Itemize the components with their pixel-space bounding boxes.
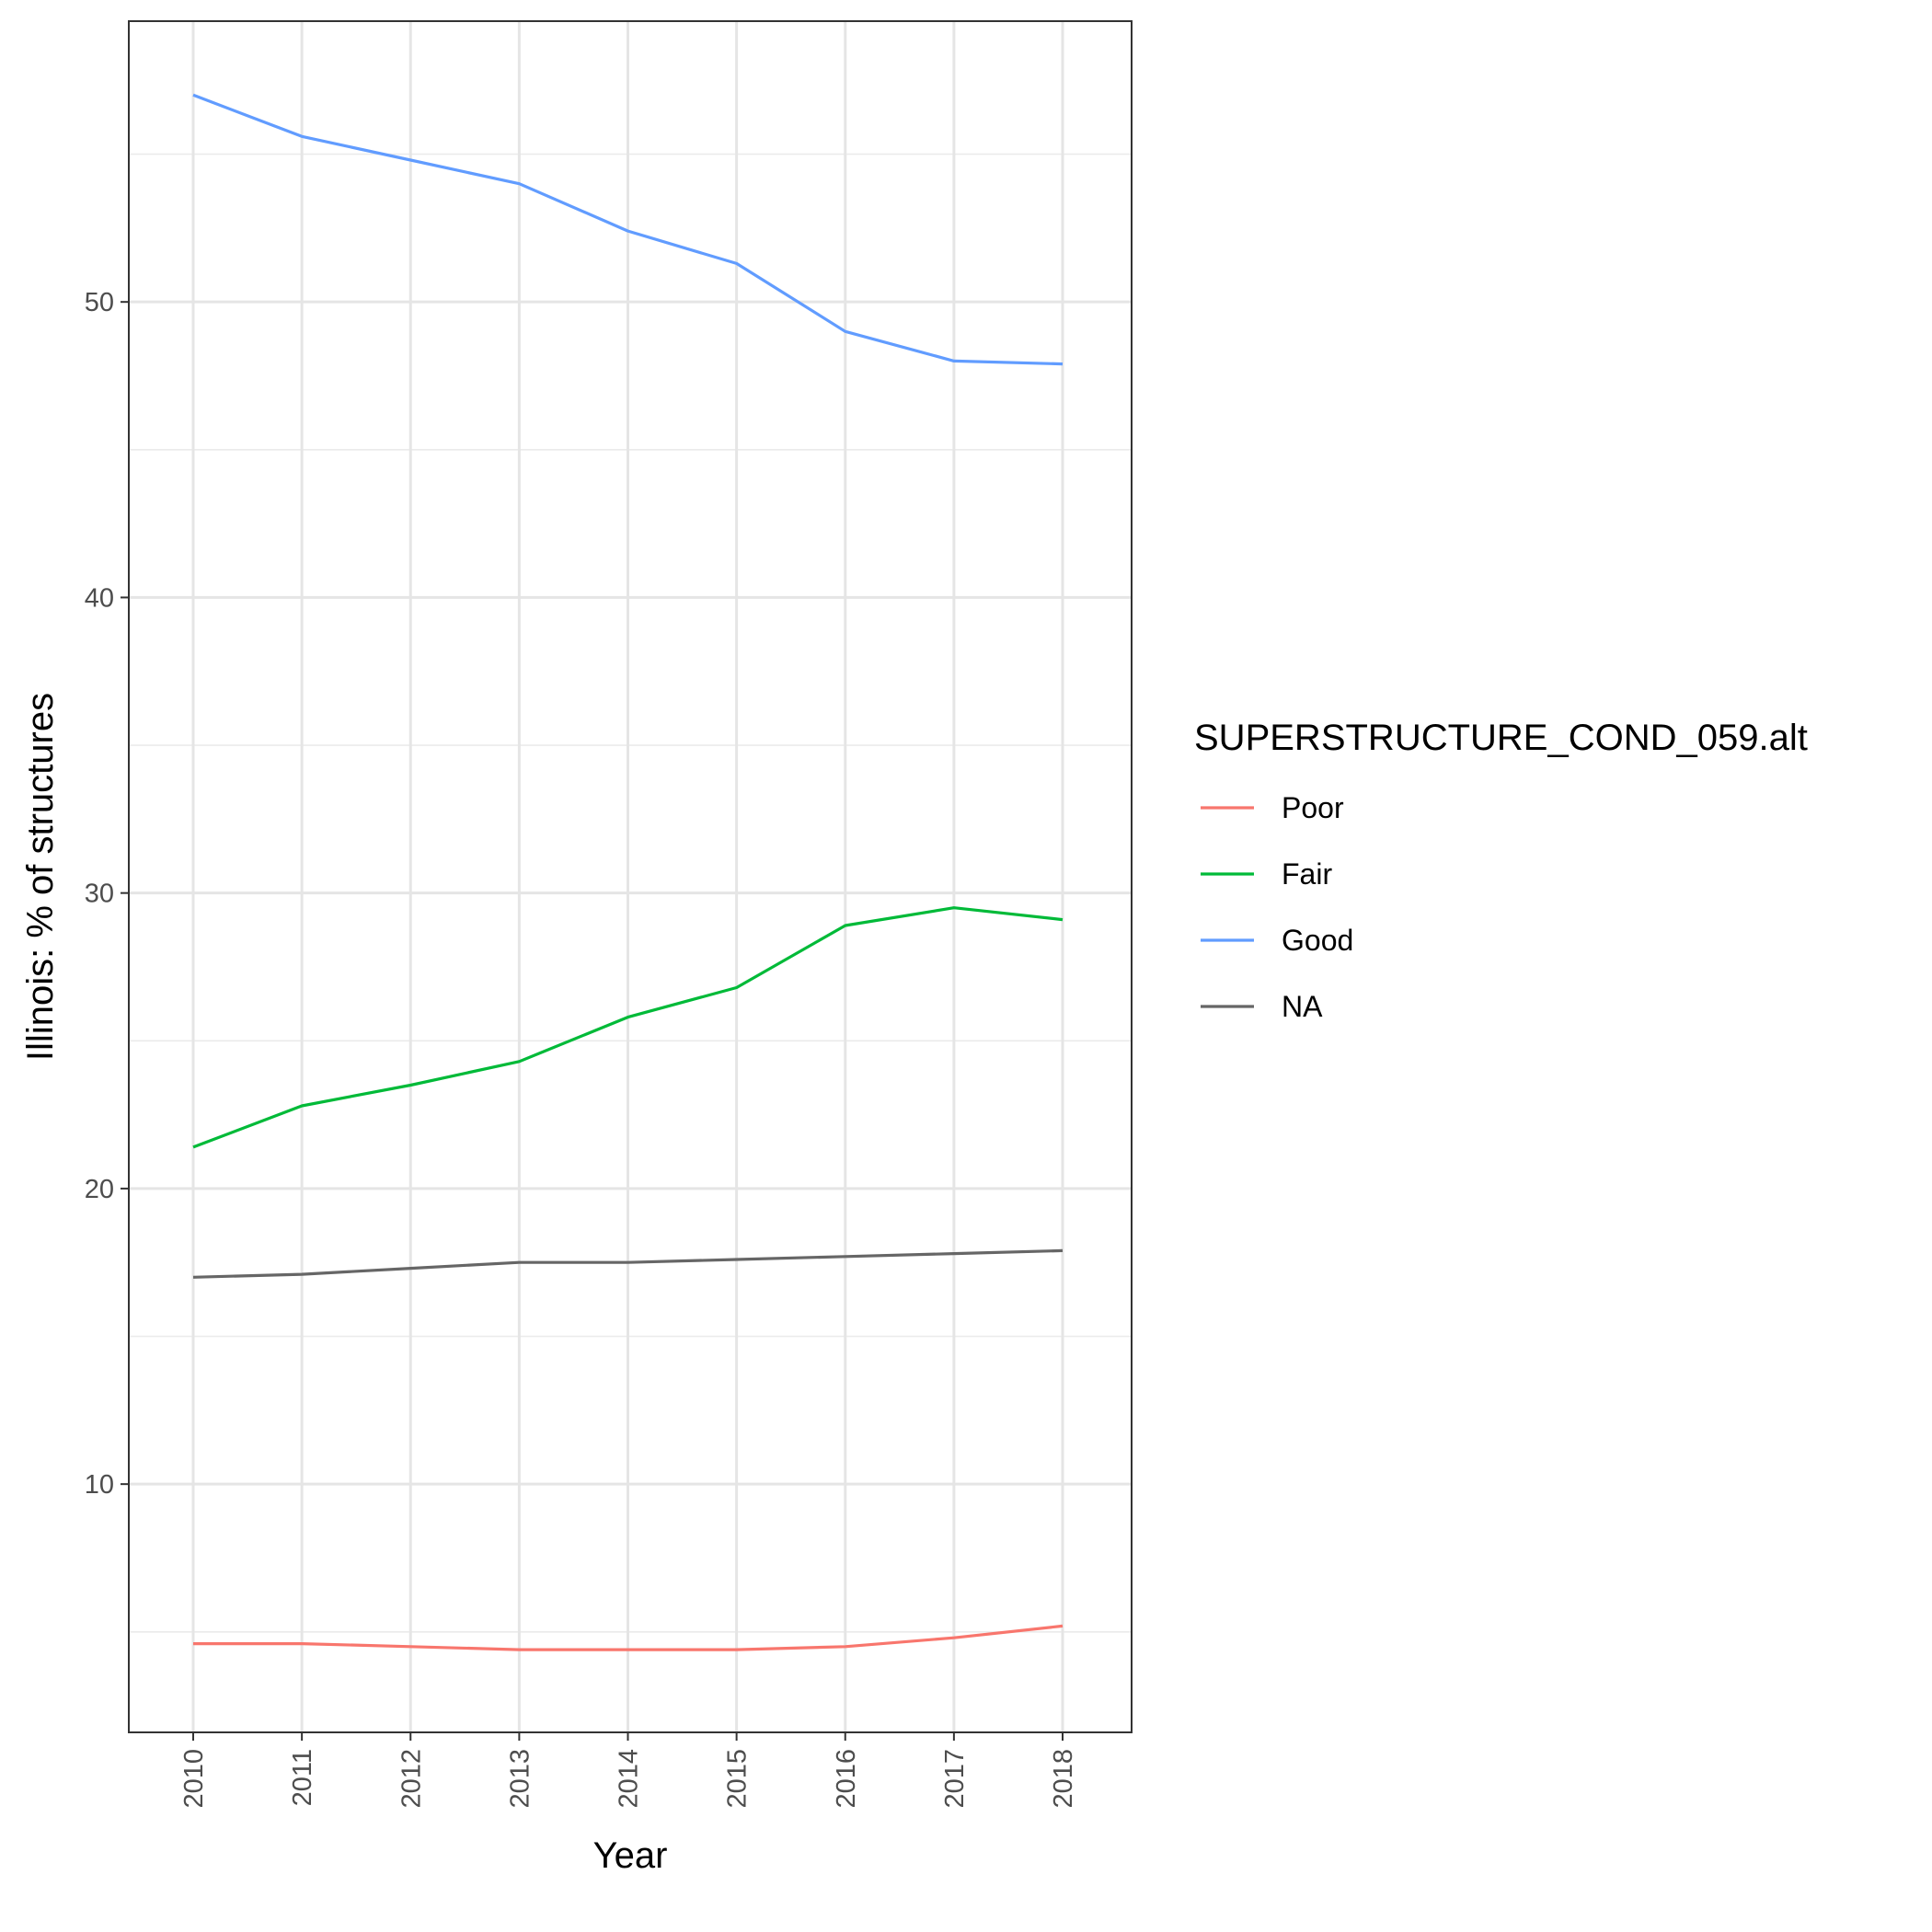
legend-label-fair: Fair bbox=[1282, 857, 1332, 891]
major-gridlines bbox=[129, 21, 1132, 1732]
x-tick-label: 2012 bbox=[397, 1749, 426, 1809]
x-tick-label: 2015 bbox=[723, 1749, 753, 1809]
legend-title: SUPERSTRUCTURE_COND_059.alt bbox=[1194, 718, 1808, 758]
x-axis-ticks: 2010 2011 2012 2013 2014 2015 2016 2017 2018 bbox=[179, 1732, 1078, 1809]
x-tick-label: 2010 bbox=[179, 1749, 209, 1809]
x-tick-label: 2011 bbox=[288, 1749, 317, 1806]
plot-panel-border bbox=[128, 20, 1133, 1733]
y-axis-title: Illinois: % of structures bbox=[20, 693, 61, 1061]
plot-panel-background bbox=[129, 21, 1132, 1732]
legend-label-good: Good bbox=[1282, 924, 1353, 957]
y-tick-label: 20 bbox=[85, 1175, 114, 1204]
x-tick-label: 2017 bbox=[940, 1749, 970, 1809]
x-tick-label: 2013 bbox=[505, 1749, 535, 1809]
y-tick-label: 40 bbox=[85, 583, 114, 613]
y-tick-label: 30 bbox=[85, 880, 114, 909]
series-line-good bbox=[192, 93, 1064, 366]
legend-items: Poor Fair Good NA bbox=[1201, 791, 1353, 1023]
series-line-fair bbox=[192, 906, 1064, 1149]
x-axis-title: Year bbox=[593, 1835, 668, 1876]
y-axis-ticks: 10 20 30 40 50 bbox=[85, 288, 129, 1500]
x-tick-label: 2016 bbox=[832, 1749, 861, 1809]
legend: SUPERSTRUCTURE_COND_059.alt Poor Fair Good… bbox=[1194, 718, 1808, 1023]
legend-label-na: NA bbox=[1282, 990, 1323, 1023]
y-tick-label: 10 bbox=[85, 1470, 114, 1500]
minor-gridlines bbox=[129, 153, 1132, 1633]
series-line-na bbox=[192, 1248, 1064, 1279]
x-tick-label: 2018 bbox=[1049, 1749, 1078, 1809]
y-tick-label: 50 bbox=[85, 288, 114, 317]
x-tick-label: 2014 bbox=[615, 1749, 644, 1809]
series-line-poor bbox=[193, 1624, 1064, 1651]
series-lines bbox=[192, 93, 1064, 1651]
legend-label-poor: Poor bbox=[1282, 791, 1344, 824]
